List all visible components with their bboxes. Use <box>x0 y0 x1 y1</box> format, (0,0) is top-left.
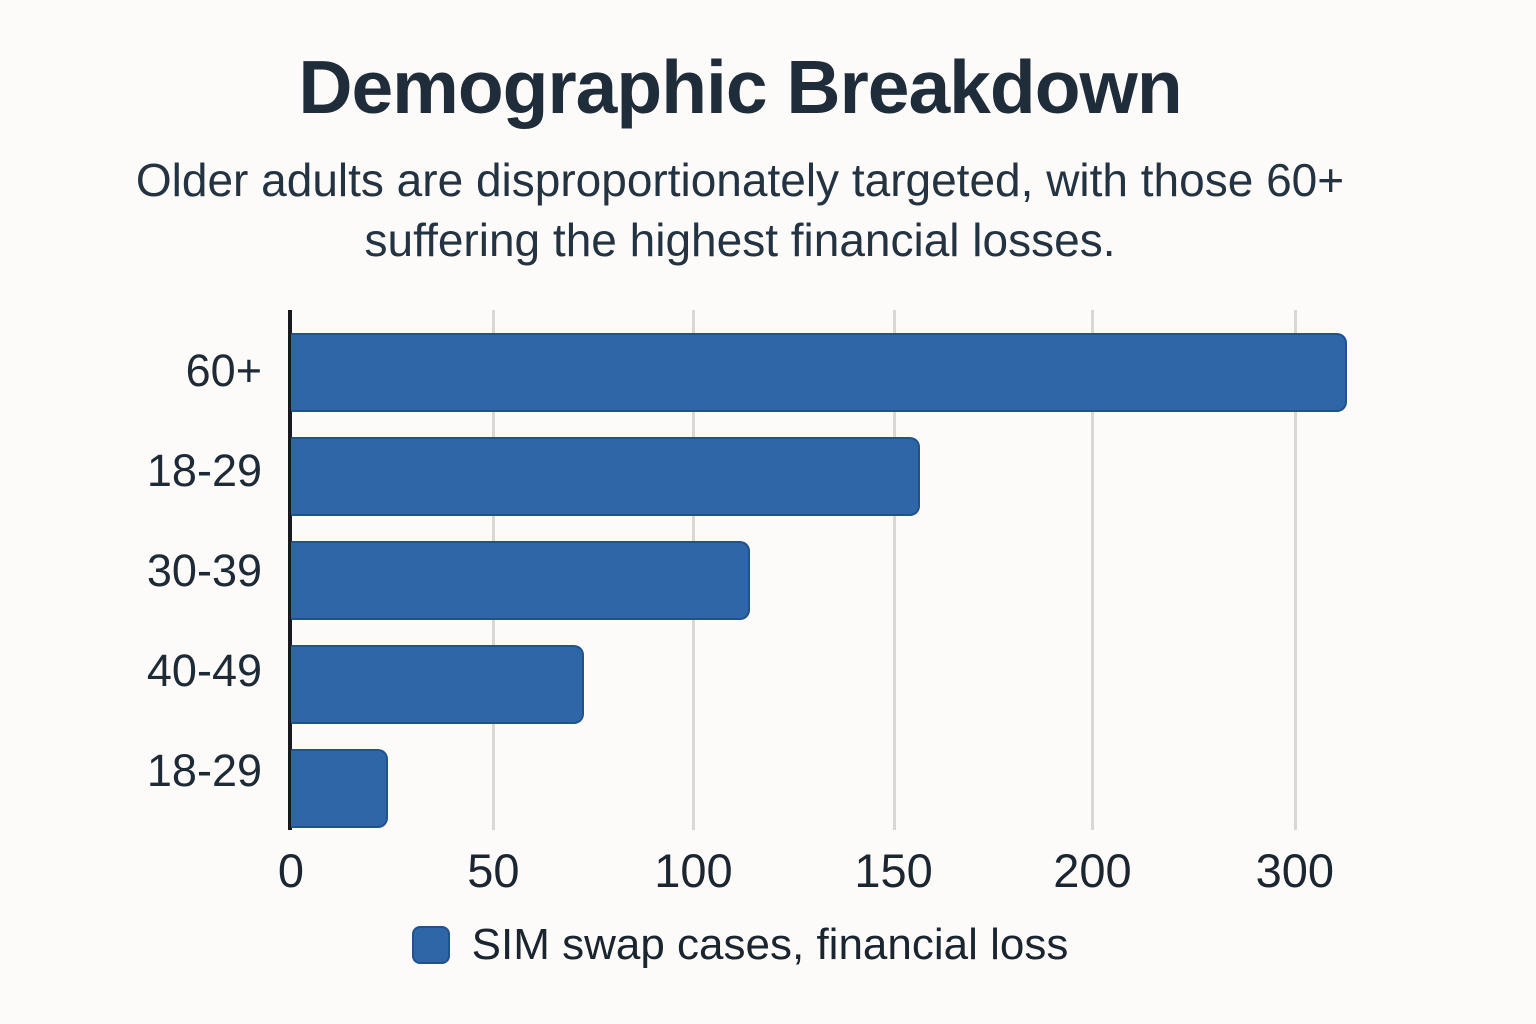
category-label: 40-49 <box>146 644 262 696</box>
gridline <box>1091 310 1095 830</box>
chart-subtitle: Older adults are disproportionately targ… <box>135 154 1345 266</box>
category-label: 60+ <box>185 344 262 396</box>
legend: SIM swap cases, financial loss <box>0 920 1480 970</box>
legend-swatch-icon <box>411 926 450 964</box>
bar <box>291 645 585 724</box>
bar <box>291 437 921 516</box>
x-tick-label: 200 <box>1053 844 1132 897</box>
x-tick-label: 100 <box>654 844 733 897</box>
gridline <box>892 310 896 830</box>
plot-area <box>288 310 1461 830</box>
bar <box>291 541 751 620</box>
bar <box>291 749 388 828</box>
x-tick-label: 50 <box>467 844 520 897</box>
category-label: 30-39 <box>146 544 262 596</box>
y-axis-line <box>288 310 292 830</box>
x-tick-label: 150 <box>854 844 933 897</box>
gridline <box>1293 310 1297 830</box>
chart-title: Demographic Breakdown <box>298 45 1182 129</box>
x-axis-tick-labels: 0 50 100 150 200 300 <box>278 843 1461 903</box>
x-tick-label: 300 <box>1255 844 1335 897</box>
category-label: 18-29 <box>146 744 262 796</box>
x-tick-label: 0 <box>277 844 305 897</box>
legend-label: SIM swap cases, financial loss <box>471 920 1069 969</box>
bar <box>291 333 1348 412</box>
category-label: 18-29 <box>146 444 262 496</box>
bars-layer <box>291 333 1461 853</box>
y-axis-labels: 60+ 18-29 30-39 40-49 18-29 <box>0 310 262 830</box>
